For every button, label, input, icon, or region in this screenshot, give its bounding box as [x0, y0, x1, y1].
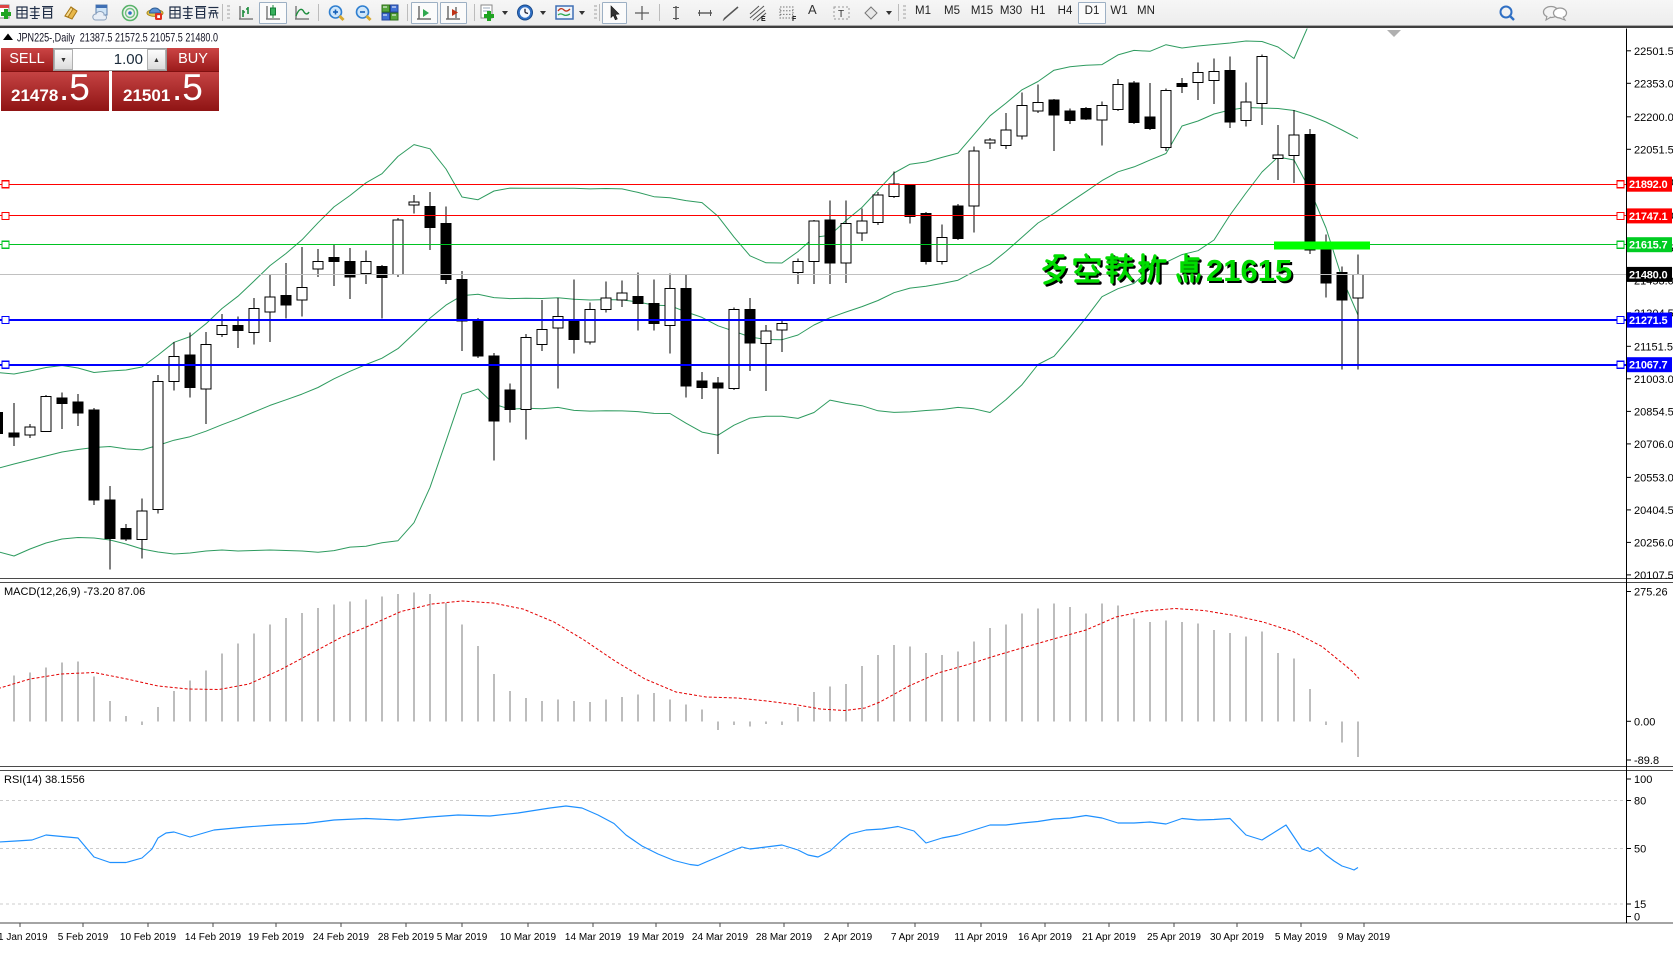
- svg-text:22501.5: 22501.5: [1634, 46, 1673, 58]
- svg-text:21615: 21615: [1206, 253, 1292, 288]
- svg-text:0: 0: [1634, 912, 1640, 924]
- svg-text:20107.5: 20107.5: [1634, 570, 1673, 582]
- svg-text:28 Mar 2019: 28 Mar 2019: [756, 932, 813, 943]
- svg-text:T: T: [838, 9, 844, 20]
- svg-text:20404.5: 20404.5: [1634, 505, 1673, 517]
- svg-text:7 Apr 2019: 7 Apr 2019: [891, 932, 940, 943]
- svg-text:14 Mar 2019: 14 Mar 2019: [565, 932, 622, 943]
- svg-text:28 Feb 2019: 28 Feb 2019: [378, 932, 435, 943]
- svg-text:21747.1: 21747.1: [1629, 211, 1667, 223]
- svg-text:RSI(14) 38.1556: RSI(14) 38.1556: [4, 774, 85, 786]
- svg-text:10 Mar 2019: 10 Mar 2019: [500, 932, 557, 943]
- svg-text:20256.0: 20256.0: [1634, 537, 1673, 549]
- svg-text:9 May 2019: 9 May 2019: [1338, 932, 1391, 943]
- svg-text:2 Apr 2019: 2 Apr 2019: [824, 932, 873, 943]
- svg-text:21271.5: 21271.5: [1629, 315, 1667, 327]
- svg-text:22200.0: 22200.0: [1634, 112, 1673, 124]
- svg-text:F: F: [792, 16, 797, 22]
- svg-text:19 Mar 2019: 19 Mar 2019: [628, 932, 685, 943]
- svg-text:20854.5: 20854.5: [1634, 406, 1673, 418]
- svg-text:-89.8: -89.8: [1634, 755, 1659, 767]
- svg-text:21151.5: 21151.5: [1634, 341, 1673, 353]
- svg-text:100: 100: [1634, 774, 1652, 786]
- svg-text:JPN225-,Daily 21387.5 21572.5: JPN225-,Daily 21387.5 21572.5 21057.5 21…: [17, 31, 218, 45]
- svg-text:5 Feb 2019: 5 Feb 2019: [58, 932, 109, 943]
- svg-text:21892.0: 21892.0: [1629, 179, 1667, 191]
- svg-text:0.00: 0.00: [1634, 716, 1655, 728]
- svg-text:21480.0: 21480.0: [1629, 269, 1667, 281]
- svg-text:50: 50: [1634, 844, 1646, 856]
- svg-text:20706.0: 20706.0: [1634, 439, 1673, 451]
- svg-text:80: 80: [1634, 796, 1646, 808]
- svg-text:275.26: 275.26: [1634, 587, 1668, 599]
- svg-text:21 Apr 2019: 21 Apr 2019: [1082, 932, 1136, 943]
- svg-text:22353.0: 22353.0: [1634, 78, 1673, 90]
- svg-text:11 Apr 2019: 11 Apr 2019: [954, 932, 1008, 943]
- svg-text:14 Feb 2019: 14 Feb 2019: [185, 932, 242, 943]
- svg-text:5 Mar 2019: 5 Mar 2019: [437, 932, 488, 943]
- svg-text:24 Feb 2019: 24 Feb 2019: [313, 932, 370, 943]
- svg-text:21615: 21615: [1208, 255, 1294, 290]
- svg-text:30 Apr 2019: 30 Apr 2019: [1210, 932, 1264, 943]
- svg-text:5 May 2019: 5 May 2019: [1275, 932, 1328, 943]
- svg-text:24 Mar 2019: 24 Mar 2019: [692, 932, 749, 943]
- svg-text:25 Apr 2019: 25 Apr 2019: [1147, 932, 1201, 943]
- svg-text:21067.7: 21067.7: [1629, 360, 1667, 372]
- svg-text:21003.0: 21003.0: [1634, 374, 1673, 386]
- svg-text:E: E: [761, 16, 766, 22]
- svg-text:19 Feb 2019: 19 Feb 2019: [248, 932, 305, 943]
- svg-text:10 Feb 2019: 10 Feb 2019: [120, 932, 177, 943]
- svg-text:31 Jan 2019: 31 Jan 2019: [0, 932, 48, 943]
- svg-text:16 Apr 2019: 16 Apr 2019: [1018, 932, 1072, 943]
- svg-text:22051.5: 22051.5: [1634, 144, 1673, 156]
- svg-text:15: 15: [1634, 899, 1646, 911]
- svg-text:MACD(12,26,9) -73.20 87.06: MACD(12,26,9) -73.20 87.06: [4, 586, 145, 598]
- svg-text:21615.7: 21615.7: [1629, 240, 1667, 252]
- svg-text:20553.0: 20553.0: [1634, 472, 1673, 484]
